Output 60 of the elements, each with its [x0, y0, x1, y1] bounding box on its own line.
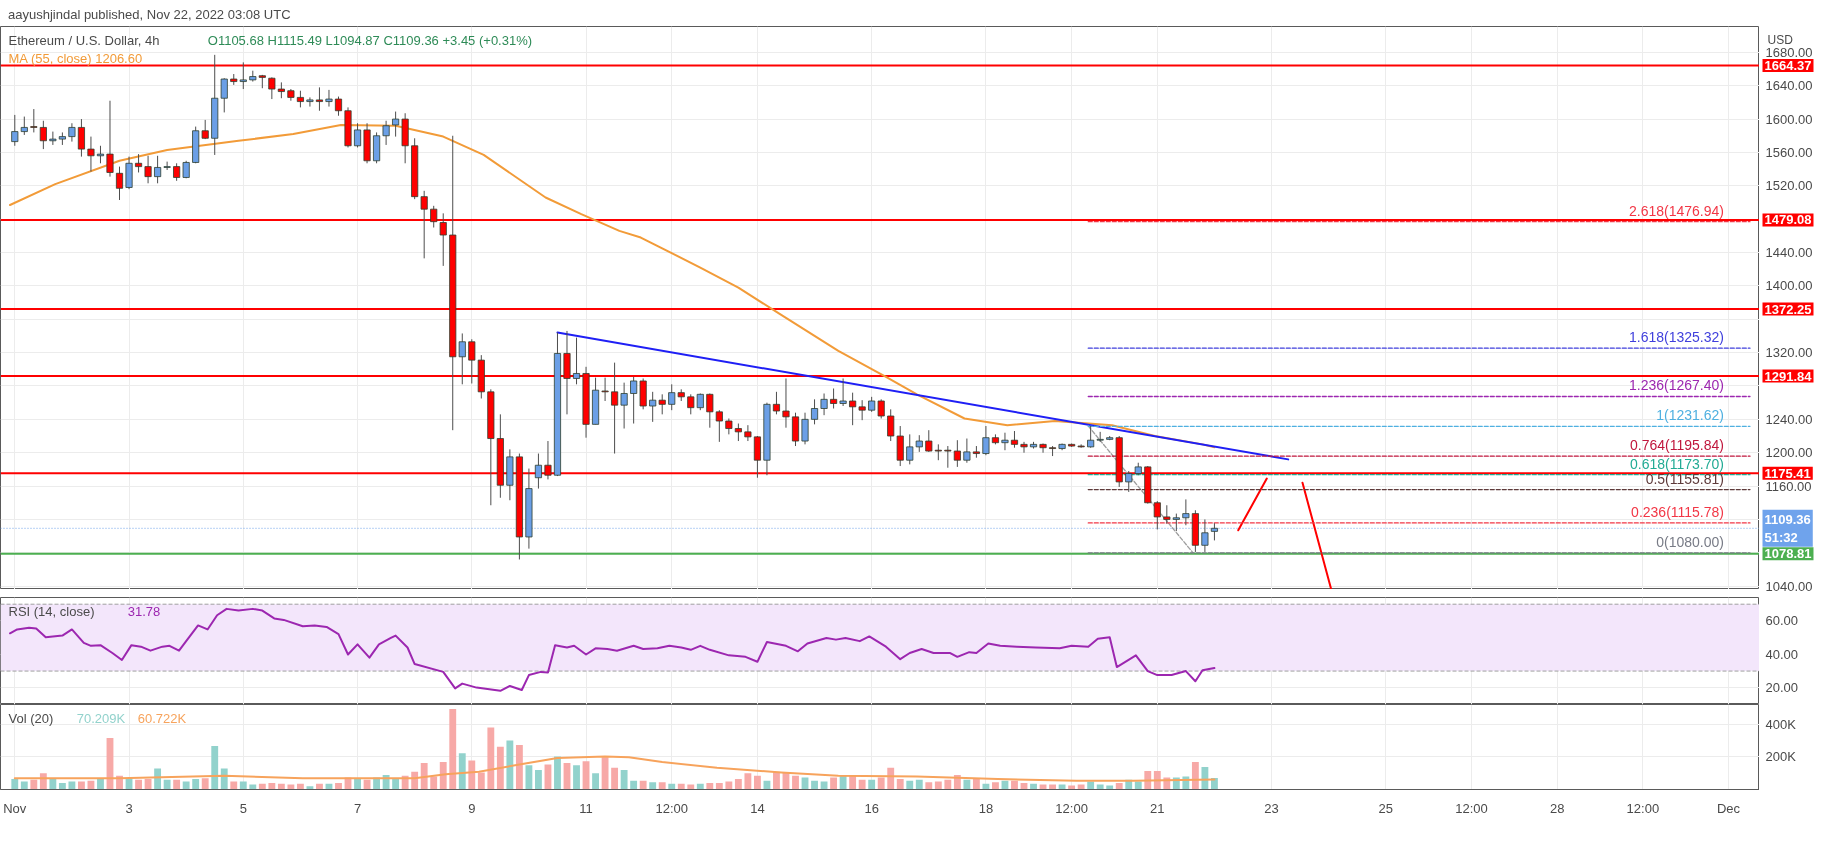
x-tick-label: 12:00 — [1626, 800, 1660, 816]
ref-line-label: 1664.37 — [1764, 57, 1812, 73]
y-tick-label: 1040.00 — [1765, 578, 1813, 594]
y-tick-label: 1640.00 — [1765, 78, 1813, 94]
y-tick-label: 1440.00 — [1765, 245, 1813, 261]
series-label: 1(1231.62) — [1656, 407, 1724, 424]
y-tick-label: 60.00 — [1765, 613, 1799, 629]
x-tick-label: 7 — [353, 800, 362, 816]
y-tick-label: 1400.00 — [1765, 278, 1813, 294]
annotation: O1105.68 H1115.49 L1094.87 C1109.36 +3.45 (+0.31%) — [207, 33, 533, 48]
series-label: 0.236(1115.78) — [1631, 503, 1724, 520]
text: RSI (14, close) — [8, 604, 95, 619]
y-tick-label: 200K — [1765, 749, 1797, 765]
x-tick-label: 14 — [750, 800, 765, 816]
x-tick-label: 12:00 — [1055, 800, 1088, 816]
y-tick-label: 1600.00 — [1765, 111, 1813, 127]
text: Vol (20) — [8, 711, 54, 726]
x-tick-label: 23 — [1264, 800, 1279, 816]
ref-line-label: 1109.36 51:32 — [1764, 511, 1811, 545]
y-tick-label: 1200.00 — [1765, 445, 1813, 461]
ref-line-label: 1291.84 — [1764, 368, 1813, 384]
series-label: 2.618(1476.94) — [1629, 202, 1724, 219]
x-tick-label: 5 — [239, 800, 247, 816]
text: Ethereum / U.S. Dollar, 4h — [8, 33, 160, 48]
series-label: 1.618(1325.32) — [1629, 329, 1724, 346]
ref-line-label: 1479.08 — [1764, 212, 1812, 228]
x-tick-label: Nov — [3, 800, 27, 816]
y-tick-label: 1520.00 — [1765, 178, 1813, 194]
y-tick-label: 20.00 — [1765, 680, 1799, 696]
series-label: 0.618(1173.70) — [1630, 455, 1724, 472]
text: 60.722K — [137, 711, 187, 726]
y-tick-label: 1680.00 — [1765, 44, 1813, 60]
x-tick-label: 18 — [978, 800, 994, 816]
y-tick-label: 400K — [1765, 716, 1797, 732]
text: MA (55, close) 1206.60 — [8, 51, 143, 66]
series-label: 1.236(1267.40) — [1629, 377, 1724, 394]
x-tick-label: 16 — [864, 800, 879, 816]
text: 31.78 — [127, 604, 161, 619]
y-tick-label: 1320.00 — [1765, 345, 1813, 361]
y-axis-title: USD — [1767, 32, 1794, 47]
x-tick-label: Dec — [1717, 800, 1741, 816]
y-tick-label: 1560.00 — [1765, 144, 1813, 160]
x-tick-label: 25 — [1378, 800, 1394, 816]
x-tick-label: 3 — [125, 800, 133, 816]
x-tick-label: 11 — [579, 800, 593, 816]
ref-line-label: 1372.25 — [1764, 301, 1812, 317]
ref-line-label: 1078.81 — [1764, 546, 1812, 562]
series-label: 70.209K — [76, 711, 126, 726]
text: aayushjindal published, Nov 22, 2022 03:08 UTC — [8, 6, 291, 24]
series-label: 0(1080.00) — [1656, 533, 1724, 550]
x-tick-label: 28 — [1549, 800, 1565, 816]
x-tick-label: 21 — [1150, 800, 1165, 816]
series-label: 0.764(1195.84) — [1630, 437, 1724, 454]
y-tick-label: 1240.00 — [1765, 411, 1813, 427]
x-tick-label: 12:00 — [1455, 800, 1488, 816]
x-tick-label: 9 — [468, 800, 476, 816]
ref-line-label: 1175.41 — [1764, 465, 1811, 481]
y-tick-label: 40.00 — [1765, 646, 1799, 662]
y-tick-label: 1160.00 — [1765, 478, 1812, 494]
x-tick-label: 12:00 — [655, 800, 689, 816]
